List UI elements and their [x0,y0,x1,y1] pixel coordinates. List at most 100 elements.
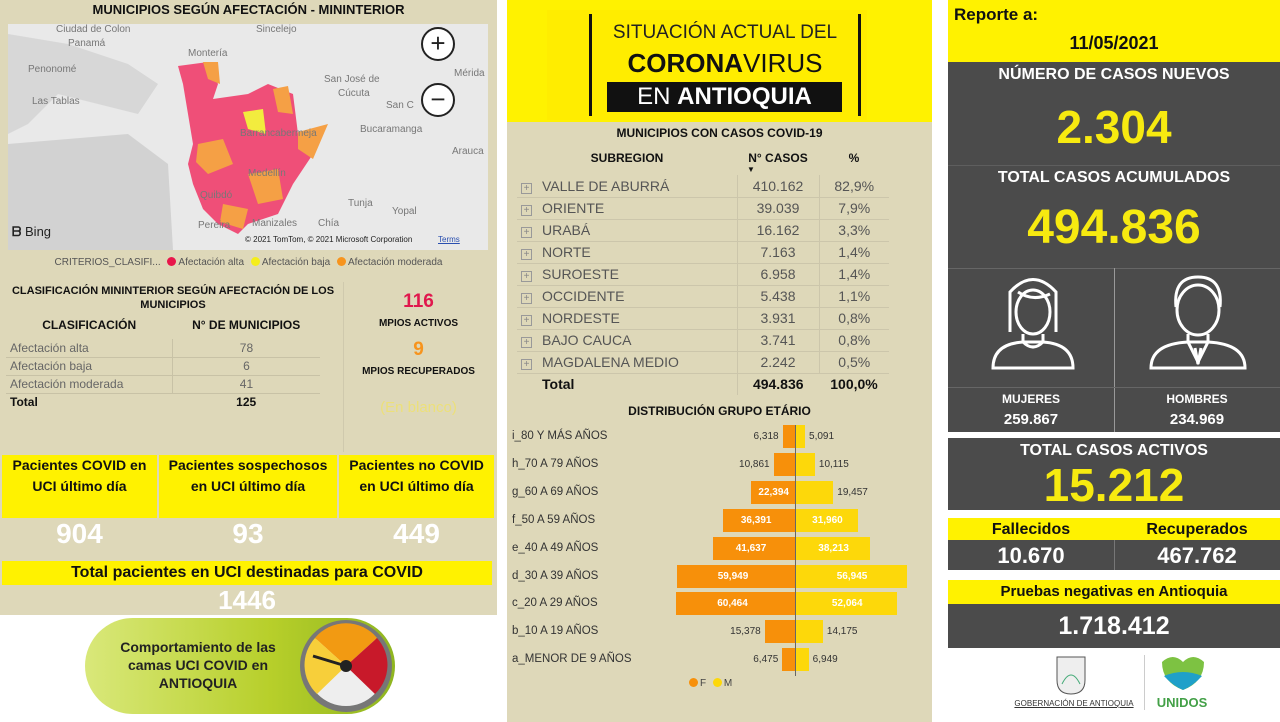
uci-value: 449 [393,518,440,549]
female-bar[interactable] [676,592,795,616]
gauge-icon [300,620,392,712]
table-row[interactable]: + SUROESTE 6.958 1,4% [517,263,889,286]
bar-value-label: 10,861 [739,458,770,470]
expand-icon[interactable]: + [521,337,532,348]
cell: 6.958 [736,263,819,286]
map-city-label: Medellín [248,168,286,179]
bar-value-label: 56,945 [836,570,868,582]
report-header: Reporte a: 11/05/2021 [948,0,1280,62]
cell: + BAJO CAUCA [517,329,737,352]
column-header-sorted[interactable]: N° CASOS ▼ [737,148,819,175]
zoom-out-button[interactable]: − [421,83,455,117]
bar-value-label: 38,213 [818,542,849,554]
subregion-name: NORDESTE [542,310,620,326]
bar-value-label: 10,115 [818,458,849,470]
map[interactable]: Ciudad de Colon Panamá Penonomé Las Tabl… [8,24,488,250]
left-panel: MUNICIPIOS SEGÚN AFECTACIÓN - MININTERIO… [0,0,497,615]
uci-label: Pacientes sospechosos en UCI último día [158,455,338,518]
title-poster: SITUACIÓN ACTUAL DEL CORONAVIRUS EN ANTI… [547,10,867,120]
legend-item[interactable]: Afectación alta [178,257,245,268]
table-row[interactable]: + NORTE 7.163 1,4% [517,241,889,264]
male-bar[interactable] [795,480,834,504]
total-row: Total 494.836 100,0% [517,373,889,395]
poster-antioquia: ANTIOQUIA [677,83,812,110]
male-bar[interactable] [795,648,809,672]
age-group-label: h_70 A 79 AÑOS [512,457,599,470]
expand-icon[interactable]: + [521,293,532,304]
female-bar[interactable] [677,564,795,588]
bing-icon: ᗷ [12,224,22,239]
new-cases-value: 2.304 [1056,101,1172,153]
female-bar[interactable] [773,452,795,476]
cell: 0,8% [818,329,889,352]
expand-icon[interactable]: + [521,315,532,326]
cell: + SUROESTE [517,263,737,286]
zoom-in-button[interactable]: + [421,27,455,61]
male-bar[interactable] [795,592,898,616]
female-bar[interactable] [764,620,795,644]
expand-icon[interactable]: + [521,359,532,370]
female-bar[interactable] [782,648,795,672]
table-row[interactable]: + URABÁ 16.162 3,3% [517,219,889,242]
age-group-label: i_80 Y MÁS AÑOS [512,430,608,442]
expand-icon[interactable]: + [521,182,532,194]
subregion-name: ORIENTE [542,200,605,216]
active-mpios-label: MPIOS ACTIVOS [378,318,459,329]
terms-link[interactable]: Terms [438,235,460,244]
male-bar[interactable] [795,452,815,476]
cell: 125 [236,395,257,410]
uci-beds-button[interactable]: Comportamiento de las camas UCI COVID en… [85,618,395,714]
map-city-label: Tunja [348,198,373,209]
table-row[interactable]: + ORIENTE 39.039 7,9% [517,197,889,220]
column-header[interactable]: N° DE MUNICIPIOS [192,318,301,332]
cell: + MAGDALENA MEDIO [517,351,737,374]
table-row[interactable]: + OCCIDENTE 5.438 1,1% [517,285,889,308]
cell: Total [542,376,575,393]
male-bar[interactable] [795,620,823,644]
female-bar[interactable] [723,508,795,532]
cell: 2.242 [736,351,819,374]
bar-value-label: 6,475 [753,654,779,666]
cell: 410.162 [736,175,819,198]
expand-icon[interactable]: + [521,271,532,282]
legend-dot-icon [336,257,346,266]
legend-item[interactable]: Afectación baja [261,257,331,268]
cell: + OCCIDENTE [517,285,737,308]
unidos-label: UNIDOS [1156,695,1208,710]
map-city-label: Penonomé [28,64,77,75]
legend-dot-icon [250,257,260,266]
table-row: Afectación baja 6 [6,357,320,376]
expand-icon[interactable]: + [521,205,532,216]
female-bar[interactable] [750,480,795,504]
map-city-label: Manizales [252,218,298,229]
table-row[interactable]: + VALLE DE ABURRÁ 410.162 82,9% [517,175,889,198]
male-bar[interactable] [795,564,908,588]
female-bar[interactable] [782,425,795,448]
table-row[interactable]: + NORDESTE 3.931 0,8% [517,307,889,330]
legend-dot-icon [712,678,722,687]
column-header[interactable]: CLASIFICACIÓN [42,318,137,332]
recovered-label: Recuperados [1146,521,1248,538]
legend-item[interactable]: M [723,678,733,689]
male-bar[interactable] [795,425,806,448]
legend-item[interactable]: F [700,678,707,689]
column-header[interactable]: % [848,151,860,165]
bar-value-label: 59,949 [717,570,749,582]
male-bar[interactable] [795,508,858,532]
table-row: Afectación moderada 41 [6,375,320,394]
male-bar[interactable] [795,536,871,560]
cell: Afectación moderada [6,375,173,394]
female-bar[interactable] [713,536,795,560]
subregion-name: MAGDALENA MEDIO [542,354,679,370]
expand-icon[interactable]: + [521,249,532,260]
woman-icon [991,278,1075,370]
bing-label: Bing [25,224,52,239]
table-row[interactable]: + MAGDALENA MEDIO 2.242 0,5% [517,351,889,374]
table-row[interactable]: + BAJO CAUCA 3.741 0,8% [517,329,889,352]
map-copyright: © 2021 TomTom, © 2021 Microsoft Corporat… [245,235,413,244]
poster-line1: SITUACIÓN ACTUAL DEL [612,22,838,43]
bar-value-label: 5,091 [809,431,835,442]
legend-item[interactable]: Afectación moderada [347,257,443,268]
expand-icon[interactable]: + [521,227,532,238]
column-header[interactable]: SUBREGION [590,151,664,165]
